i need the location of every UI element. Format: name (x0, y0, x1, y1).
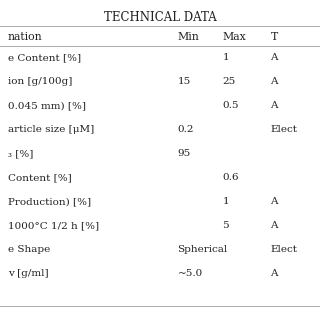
Text: 0.2: 0.2 (178, 125, 194, 134)
Text: A: A (270, 269, 278, 278)
Text: A: A (270, 77, 278, 86)
Text: 15: 15 (178, 77, 191, 86)
Text: 1: 1 (222, 197, 229, 206)
Text: 0.5: 0.5 (222, 101, 239, 110)
Text: v [g/ml]: v [g/ml] (8, 269, 49, 278)
Text: e Content [%]: e Content [%] (8, 53, 81, 62)
Text: nation: nation (8, 32, 43, 42)
Text: A: A (270, 101, 278, 110)
Text: ₃ [%]: ₃ [%] (8, 149, 33, 158)
Text: 1000°C 1/2 h [%]: 1000°C 1/2 h [%] (8, 221, 99, 230)
Text: 1: 1 (222, 53, 229, 62)
Text: 0.6: 0.6 (222, 173, 239, 182)
Text: Min: Min (178, 32, 199, 42)
Text: A: A (270, 221, 278, 230)
Text: A: A (270, 53, 278, 62)
Text: article size [μM]: article size [μM] (8, 125, 94, 134)
Text: Content [%]: Content [%] (8, 173, 72, 182)
Text: TECHNICAL DATA: TECHNICAL DATA (104, 11, 216, 24)
Text: Max: Max (222, 32, 246, 42)
Text: Elect: Elect (270, 125, 297, 134)
Text: 0.045 mm) [%]: 0.045 mm) [%] (8, 101, 86, 110)
Text: 5: 5 (222, 221, 229, 230)
Text: e Shape: e Shape (8, 245, 50, 254)
Text: ion [g/100g]: ion [g/100g] (8, 77, 72, 86)
Text: Spherical: Spherical (178, 245, 228, 254)
Text: ~5.0: ~5.0 (178, 269, 203, 278)
Text: A: A (270, 197, 278, 206)
Text: T: T (270, 32, 278, 42)
Text: 25: 25 (222, 77, 236, 86)
Text: Elect: Elect (270, 245, 297, 254)
Text: 95: 95 (178, 149, 191, 158)
Text: Production) [%]: Production) [%] (8, 197, 91, 206)
